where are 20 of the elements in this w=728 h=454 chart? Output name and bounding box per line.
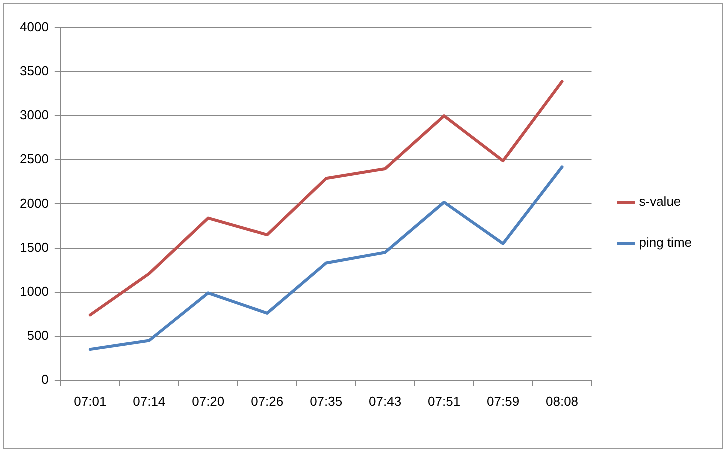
y-tick-label: 2000 (20, 196, 49, 211)
legend-label: ping time (639, 235, 692, 250)
x-tick-label: 07:43 (369, 394, 402, 409)
y-tick-label: 1000 (20, 284, 49, 299)
x-tick-label: 07:14 (133, 394, 166, 409)
y-tick-label: 0 (42, 372, 49, 387)
y-tick-label: 500 (27, 328, 49, 343)
x-tick-label: 08:08 (546, 394, 579, 409)
x-tick-label: 07:35 (310, 394, 343, 409)
legend-label: s-value (639, 194, 682, 210)
x-tick-label: 07:01 (74, 394, 107, 409)
y-tick-label: 3500 (20, 64, 49, 79)
y-tick-label: 2500 (20, 152, 49, 167)
y-tick-label: 1500 (20, 240, 49, 255)
x-tick-label: 07:59 (487, 394, 520, 409)
y-tick-label: 3000 (20, 108, 49, 123)
y-tick-label: 4000 (20, 20, 49, 35)
x-tick-label: 07:20 (192, 394, 225, 409)
x-tick-label: 07:26 (251, 394, 284, 409)
x-tick-label: 07:51 (428, 394, 461, 409)
